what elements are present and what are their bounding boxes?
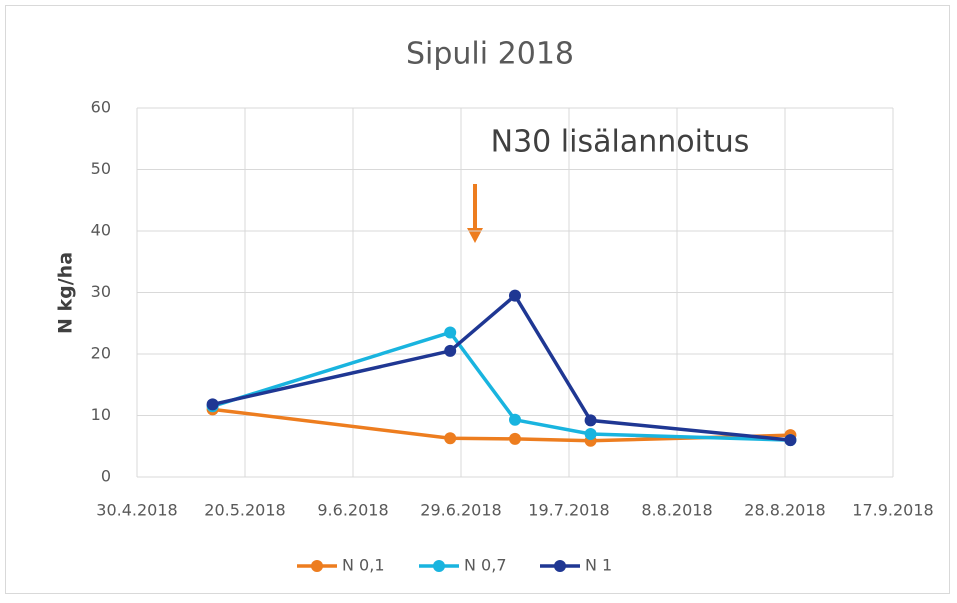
y-tick-label: 0 <box>101 467 111 486</box>
y-tick-label: 20 <box>91 344 111 363</box>
x-tick-label: 28.8.2018 <box>744 501 825 520</box>
x-tick-label: 17.9.2018 <box>852 501 933 520</box>
marker <box>784 434 797 447</box>
x-tick-label: 30.4.2018 <box>96 501 177 520</box>
marker <box>444 432 457 445</box>
annotation-arrow <box>467 184 483 243</box>
legend-marker <box>311 560 323 572</box>
legend-label: N 1 <box>585 556 612 575</box>
x-tick-label: 19.7.2018 <box>528 501 609 520</box>
x-tick-label: 29.6.2018 <box>420 501 501 520</box>
marker <box>444 344 457 357</box>
legend-label: N 0,7 <box>464 556 507 575</box>
marker <box>206 398 219 411</box>
marker <box>444 326 457 339</box>
x-tick-label: 20.5.2018 <box>204 501 285 520</box>
y-tick-label: 10 <box>91 405 111 424</box>
y-tick-label: 50 <box>91 159 111 178</box>
marker <box>584 427 597 440</box>
y-tick-label: 40 <box>91 221 111 240</box>
marker <box>509 413 521 426</box>
legend-marker <box>433 560 445 572</box>
y-axis-label: N kg/ha <box>55 252 77 334</box>
y-tick-label: 60 <box>91 98 111 117</box>
legend-label: N 0,1 <box>342 556 385 575</box>
annotation: N30 lisälannoitus <box>491 125 750 160</box>
marker <box>584 414 597 427</box>
chart-title: Sipuli 2018 <box>406 37 574 72</box>
x-tick-label: 9.6.2018 <box>317 501 388 520</box>
y-tick-label: 30 <box>91 282 111 301</box>
marker <box>509 289 521 302</box>
marker <box>509 432 521 445</box>
legend-marker <box>554 560 566 572</box>
x-tick-label: 8.8.2018 <box>641 501 712 520</box>
chart-border <box>5 5 950 594</box>
